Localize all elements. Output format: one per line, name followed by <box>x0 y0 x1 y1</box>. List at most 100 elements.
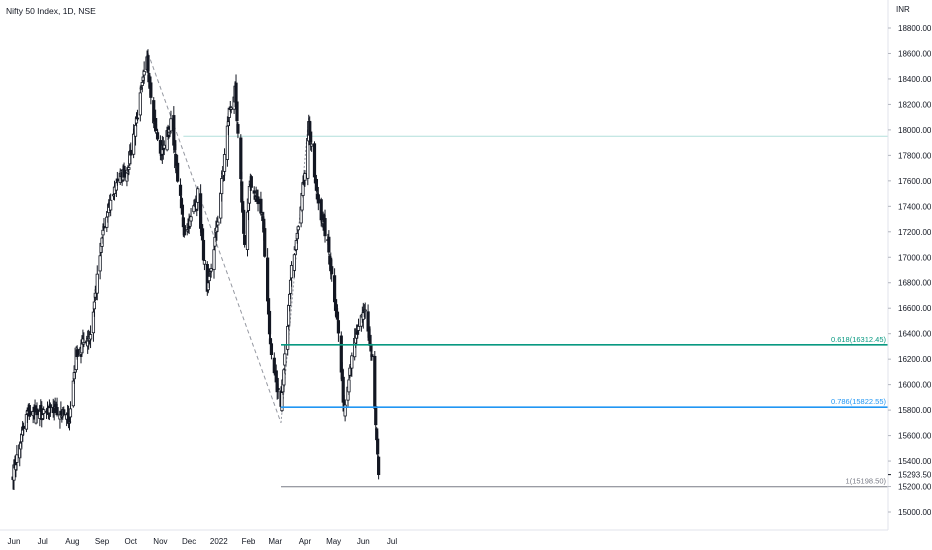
candle-body <box>269 343 274 356</box>
y-tick-label: 15600.00 <box>898 432 932 441</box>
y-tick-label: 18600.00 <box>898 49 932 58</box>
candle-body <box>289 265 294 279</box>
time-axis[interactable]: Jun Jul Aug Sep Oct Nov Dec 2022 Feb Mar Apr May Jun… <box>8 537 398 546</box>
x-tick-label: Jun <box>8 537 21 546</box>
x-tick-label: Dec <box>182 537 196 546</box>
candle-body <box>242 209 246 234</box>
candle-body <box>310 143 314 147</box>
y-tick-label: 18800.00 <box>898 24 932 33</box>
candle-body <box>15 454 19 463</box>
candle-body <box>252 190 256 194</box>
candle-body <box>355 331 360 335</box>
y-tick-label: 18200.00 <box>898 100 932 109</box>
chart-title: Nifty 50 Index, 1D, NSE <box>6 6 96 16</box>
candle-body <box>21 425 26 429</box>
candle-body <box>280 392 284 412</box>
x-tick-label: Jun <box>357 537 370 546</box>
candle-body <box>138 92 142 116</box>
candle-body <box>336 320 341 334</box>
last-price-label: 15293.50 <box>898 471 932 480</box>
candle-body <box>220 178 224 195</box>
y-tick-label: 16600.00 <box>898 304 932 313</box>
candle-body <box>178 184 183 196</box>
candle-body <box>91 311 96 334</box>
price-axis[interactable]: 15000.00 15200.00 15400.00 15600.00 15800.00… <box>888 24 932 517</box>
candle-body <box>243 234 247 245</box>
candle-body <box>347 379 351 393</box>
candle-body <box>162 144 166 149</box>
y-tick-label: 16200.00 <box>898 355 932 364</box>
x-tick-label: Nov <box>153 537 167 546</box>
candle-body <box>42 409 46 414</box>
y-tick-label: 16000.00 <box>898 381 932 390</box>
candle-body <box>335 311 340 320</box>
fibonacci-levels: 0.618(16312.45) 0.786(15822.55) 1(15198.50… <box>281 335 888 488</box>
candle-body <box>330 266 334 275</box>
candle-body <box>68 408 73 418</box>
candle-body <box>327 236 331 253</box>
candle-body <box>350 355 354 369</box>
candle-body <box>267 310 272 335</box>
y-tick-label: 15400.00 <box>898 457 932 466</box>
candle-body <box>71 380 75 407</box>
y-tick-label: 16400.00 <box>898 330 932 339</box>
candle-body <box>263 228 267 257</box>
candles <box>11 49 381 490</box>
candle-body <box>132 133 136 155</box>
candle-body <box>292 254 297 271</box>
y-tick-label: 15000.00 <box>898 508 932 517</box>
x-tick-label: Feb <box>242 537 256 546</box>
candle-body <box>312 143 317 178</box>
candle-body <box>286 325 290 350</box>
candle-body <box>149 82 153 98</box>
candle-body <box>101 229 105 236</box>
candle-body <box>316 194 320 204</box>
candle-body <box>202 260 207 265</box>
candle-body <box>115 178 119 182</box>
candle-body <box>296 226 300 231</box>
candle-body <box>236 124 240 134</box>
candle-body <box>95 273 99 294</box>
candle-body <box>370 354 374 358</box>
candle-body <box>142 71 146 76</box>
candle-body <box>309 131 313 142</box>
candle-body <box>88 334 93 340</box>
y-tick-label: 15200.00 <box>898 483 932 492</box>
candle-body <box>176 162 180 182</box>
candle-body <box>282 369 286 386</box>
candle-body <box>343 404 347 417</box>
fib-level-label: 1(15198.50) <box>846 477 887 486</box>
x-tick-label: Jul <box>38 537 48 546</box>
candle-body <box>225 125 230 160</box>
x-tick-label: Apr <box>299 537 312 546</box>
candle-body <box>222 154 227 172</box>
candle-body <box>288 279 293 294</box>
candle-body <box>55 407 59 416</box>
y-tick-label: 18400.00 <box>898 75 932 84</box>
candle-body <box>294 240 298 251</box>
x-tick-label: 2022 <box>210 537 228 546</box>
candle-body <box>216 221 220 226</box>
candle-body <box>48 404 52 408</box>
candle-body <box>146 55 150 72</box>
currency-label: INR <box>896 5 910 14</box>
candle-body <box>201 239 206 261</box>
candle-body <box>35 408 39 416</box>
candle-body <box>234 82 238 102</box>
candle-body <box>314 178 319 191</box>
x-tick-label: Jul <box>387 537 397 546</box>
candle-body <box>235 101 239 122</box>
x-tick-label: Oct <box>125 537 138 546</box>
candle-body <box>373 355 377 409</box>
y-tick-label: 17000.00 <box>898 253 932 262</box>
candle-body <box>109 199 113 211</box>
x-tick-label: Aug <box>65 537 79 546</box>
y-tick-label: 15800.00 <box>898 406 932 415</box>
x-tick-label: Sep <box>95 537 110 546</box>
fib-level-label: 0.618(16312.45) <box>831 335 887 344</box>
candle-body <box>122 165 126 178</box>
fib-level-label: 0.786(15822.55) <box>831 397 887 406</box>
candle-body <box>133 124 138 137</box>
